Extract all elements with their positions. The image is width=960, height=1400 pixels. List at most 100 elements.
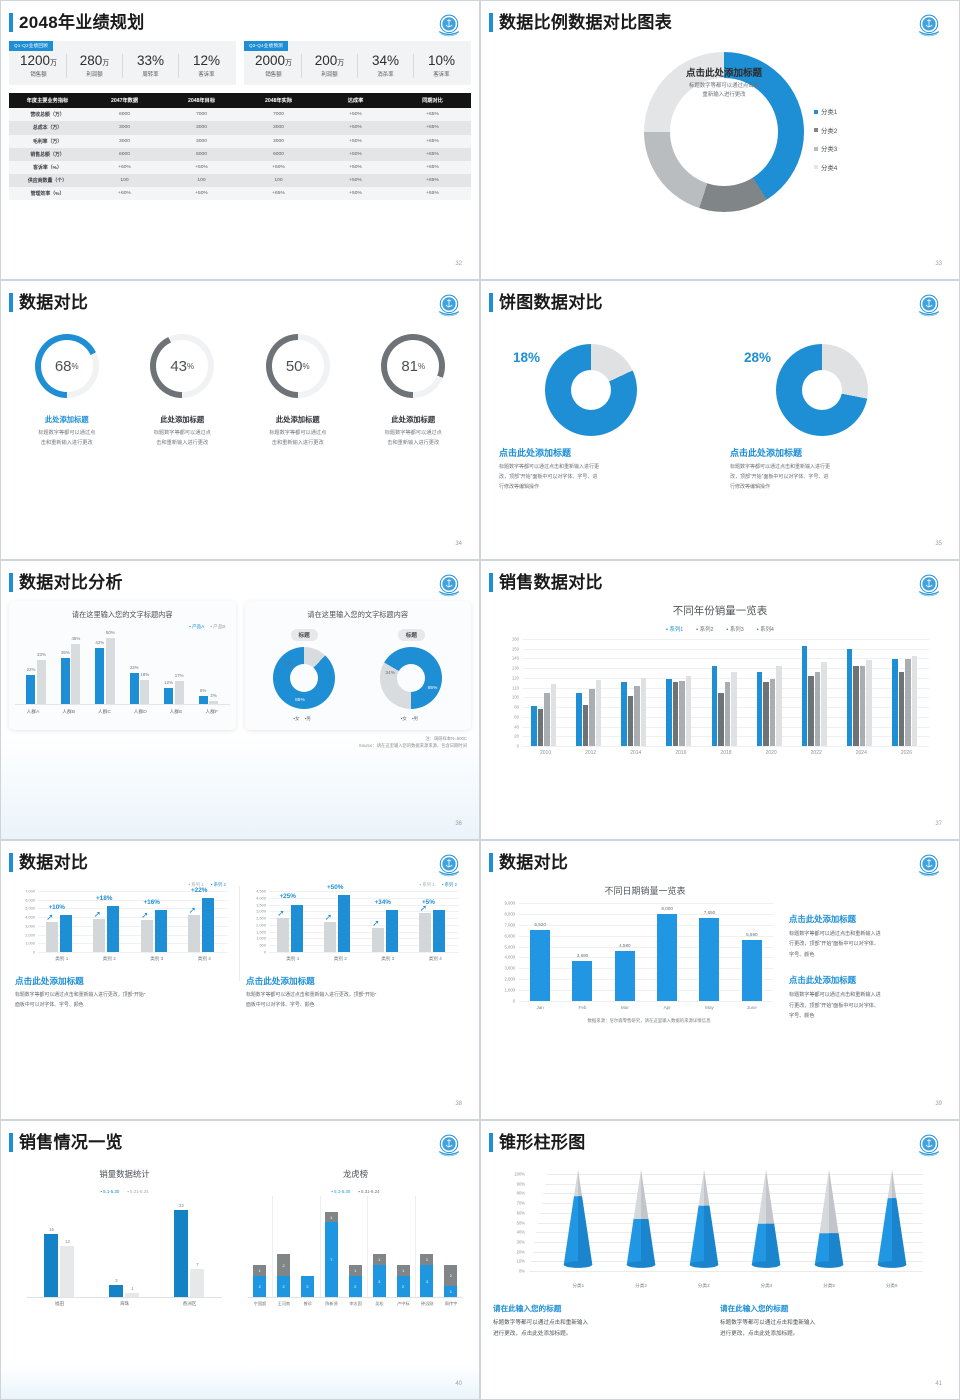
x-axis-label: 2024 bbox=[855, 750, 867, 756]
bar bbox=[93, 918, 106, 952]
legend-swatch bbox=[814, 128, 818, 132]
legend-swatch bbox=[814, 146, 818, 151]
table-cell: 供应商数量（个） bbox=[9, 174, 86, 188]
y-tick: 20% bbox=[516, 1249, 525, 1255]
y-tick: 110 bbox=[512, 685, 519, 691]
grid-line bbox=[38, 891, 228, 892]
page-title: 数据比例数据对比图表 bbox=[499, 13, 672, 32]
text-block: 请在此输入您的标题 标题数字等都可以通过点击和重新输入 进行更改，点击此处添加标题… bbox=[720, 1303, 947, 1340]
legend-label: 分类3 bbox=[821, 146, 838, 153]
panel-desc: 标题数字等都可以通过点击和重新输入进行更改，顶部“开始” 面板中可以对字体、字号、… bbox=[15, 993, 146, 1008]
bar bbox=[756, 672, 763, 746]
y-tick: 8,000 bbox=[504, 911, 515, 917]
stack-segment: 2 bbox=[277, 1254, 291, 1276]
page-title: 销售数据对比 bbox=[499, 573, 603, 592]
bar: 3 bbox=[109, 1278, 124, 1297]
table-cell: 3000 bbox=[86, 134, 163, 148]
bar-group: 8,000 bbox=[646, 903, 688, 1001]
y-tick: 60% bbox=[516, 1210, 525, 1216]
table-cell: +60% bbox=[240, 160, 317, 175]
kpi-label: 利润额 bbox=[321, 72, 338, 79]
chart-title: 不同日期销量一览表 bbox=[604, 886, 686, 896]
bar bbox=[685, 675, 692, 746]
source-note-1: 注：调研样本N=500C bbox=[425, 736, 467, 741]
bar-value-label: 8,000 bbox=[661, 905, 673, 911]
x-axis-label: 2014 bbox=[630, 750, 642, 756]
grid-line bbox=[523, 746, 929, 747]
bar bbox=[634, 685, 640, 746]
growth-panel-2: ▪ 系列 1 ▪ 系列 2 4,500 4,000 3,500 3,000 2,500 2,… bbox=[240, 882, 471, 1011]
table-cell: +65% bbox=[394, 121, 471, 135]
table-cell: 100 bbox=[240, 174, 317, 188]
bar: 35% bbox=[60, 650, 70, 704]
bar-chart-card: 请在这里输入您的文字标题内容 ▪ 产品A ▪ 产品B 22% 33% 35% 45% 42… bbox=[9, 601, 236, 730]
bar-group bbox=[276, 891, 303, 952]
grid-line bbox=[38, 908, 228, 910]
bar-chart-plot: 160 150 140 130 120 110 100 80 60 40 20 0 bbox=[512, 637, 929, 749]
bar-value-label: 7 bbox=[196, 1262, 199, 1268]
legend-item: ▪ 系列 1 bbox=[188, 882, 204, 887]
x-axis-label: 2012 bbox=[585, 750, 597, 756]
page-title: 数据对比 bbox=[19, 293, 89, 312]
table-cell: +50% bbox=[317, 160, 394, 175]
bar bbox=[419, 913, 432, 952]
table-cell: +65% bbox=[394, 108, 471, 122]
bar bbox=[595, 680, 602, 746]
page-title: 数据对比 bbox=[19, 853, 89, 872]
table-cell: +60% bbox=[86, 187, 163, 201]
anchor-emblem-logo bbox=[438, 14, 460, 37]
page-number: 38 bbox=[455, 1101, 462, 1107]
kpi-label: 消杀率 bbox=[377, 72, 394, 79]
y-tick: 3,000 bbox=[504, 965, 515, 971]
kpi-group-q3q4: Q3-Q4业绩预测 2000万 销售额 200万 利润额 34% 消杀率 bbox=[244, 41, 471, 86]
x-axis-label: 人群C bbox=[97, 710, 111, 715]
table-cell: +65% bbox=[394, 147, 471, 161]
bar-group bbox=[846, 639, 872, 746]
page-title: 2048年业绩规划 bbox=[19, 13, 145, 32]
table-header-cell: 2048年目标 bbox=[163, 93, 240, 109]
grid-line bbox=[529, 1271, 923, 1272]
growth-arrow-icon: ➚ bbox=[188, 904, 197, 915]
slide-35: 饼图数据对比 18% 点击此处添加标题 标题数字等都可以通过点击和重新输入进行更… bbox=[480, 280, 960, 560]
y-tick: 3,000 bbox=[25, 923, 35, 929]
growth-label: +22% bbox=[190, 886, 208, 894]
bar-group bbox=[188, 891, 215, 952]
table-cell: 管理效率（%） bbox=[9, 187, 86, 201]
bar bbox=[853, 665, 859, 746]
y-tick: 140 bbox=[511, 655, 519, 661]
grid-line bbox=[38, 952, 228, 953]
x-axis-label: 2026 bbox=[900, 750, 912, 756]
y-tick: 4,000 bbox=[256, 895, 266, 901]
text-blocks: 点击此处添加标题 标题数字等都可以通过点击和重新输入进 行更改，顶部“开始”面板中… bbox=[779, 903, 951, 1036]
y-axis-labels: 7,000 6,000 5,000 4,000 3,000 2,000 1,000 0 bbox=[16, 889, 36, 955]
bar: 5,590 bbox=[741, 932, 762, 1001]
growth-panel-1: ▪ 系列 1 ▪ 系列 2 7,000 6,000 5,000 4,000 3,000 2,… bbox=[9, 882, 240, 1011]
y-tick: 40% bbox=[516, 1229, 525, 1235]
stack-segment: 1 bbox=[420, 1254, 434, 1265]
y-tick: 50% bbox=[516, 1220, 525, 1225]
bar: 12% bbox=[164, 680, 174, 704]
y-tick: 0 bbox=[516, 743, 519, 749]
bar: 16 bbox=[44, 1227, 59, 1297]
progress-value: 68% bbox=[54, 357, 79, 375]
legend-label: 分类1 bbox=[821, 109, 838, 116]
stack-segment: 2 bbox=[348, 1275, 362, 1297]
slide-32-header: 2048年业绩规划 bbox=[9, 7, 471, 32]
x-axis-label: June bbox=[746, 1005, 757, 1010]
page-title: 锥形柱形图 bbox=[499, 1133, 586, 1152]
grid-line bbox=[523, 668, 929, 670]
bar: 8,000 bbox=[657, 906, 678, 1001]
x-axis-label: 类别 2 bbox=[333, 956, 347, 961]
bar bbox=[911, 655, 917, 746]
bar-value-label: 42% bbox=[95, 640, 105, 646]
legend-male: ▪男 bbox=[304, 716, 311, 721]
donut-chart: 34% 65% bbox=[380, 647, 443, 709]
bar-value-label: 22 bbox=[179, 1202, 184, 1208]
bar-group bbox=[892, 639, 917, 746]
y-tick: 6,000 bbox=[25, 897, 35, 903]
grid-line bbox=[269, 891, 459, 892]
text-block-desc: 标题数字等都可以通过点击和重新输入进 行更改，顶部“开始”面板中可以对字体、 字号、… bbox=[789, 931, 881, 958]
